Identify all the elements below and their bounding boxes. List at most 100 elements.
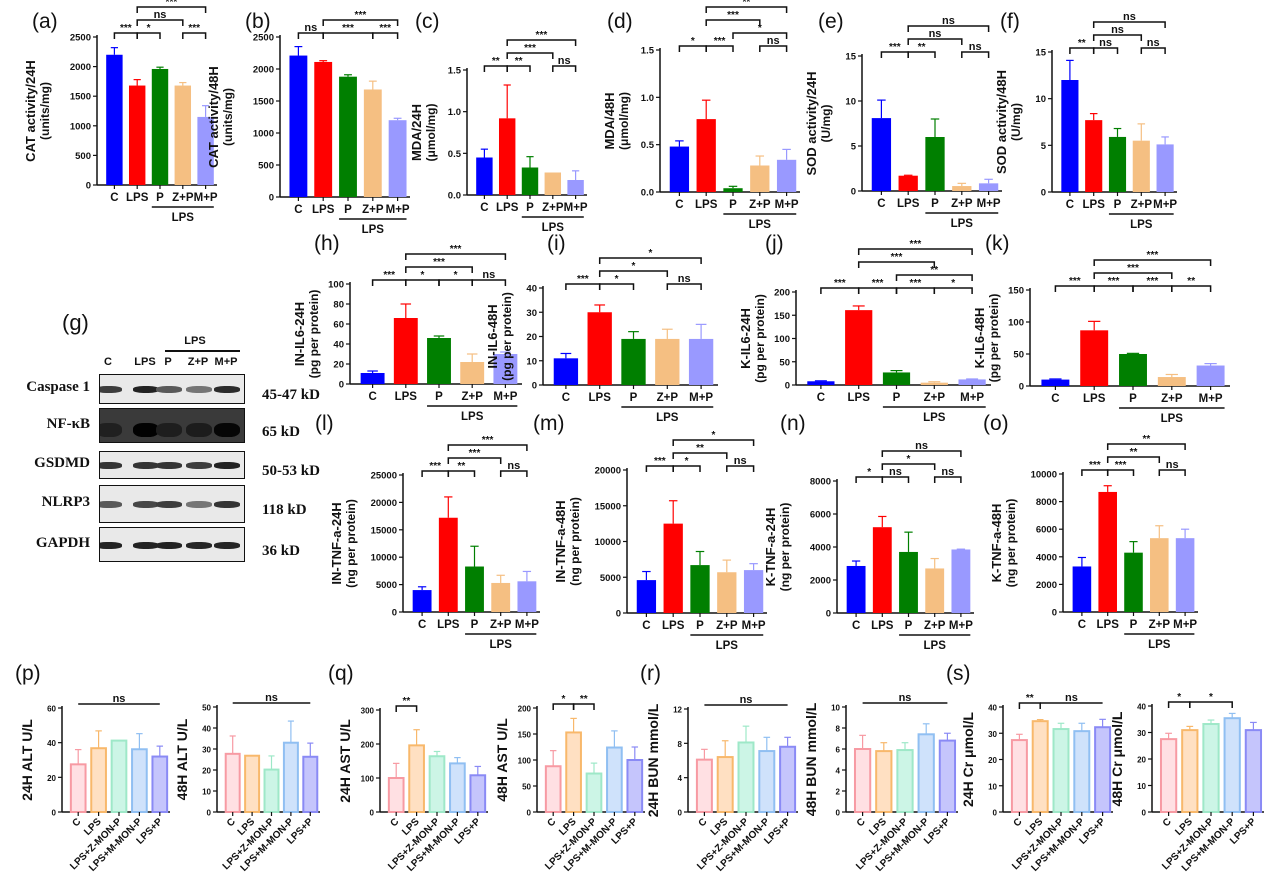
x-tick-label: C: [562, 392, 570, 404]
bar-M+P: [978, 183, 999, 191]
significance-bracket: [672, 439, 755, 446]
y-tick-label: 0: [678, 809, 683, 818]
y-tick-label: 2: [836, 788, 841, 797]
significance-label: **: [918, 42, 926, 53]
bar-Z+P: [1150, 538, 1169, 612]
y-tick-label: 0: [52, 809, 57, 818]
significance-bracket: [322, 19, 399, 26]
y-tick-label: 10: [831, 704, 840, 713]
x-tick-label: M+P: [689, 392, 713, 404]
significance-bracket: [1106, 456, 1161, 463]
blot-protein-label: NLRP3: [41, 494, 90, 510]
bar-LPS+Z-MON-P: [585, 772, 603, 814]
significance-label: **: [1026, 693, 1034, 704]
bar-C: [224, 752, 241, 814]
group-label: LPS: [656, 412, 679, 424]
x-tick-label: C: [225, 816, 238, 829]
y-tick-label: 15: [1035, 48, 1046, 59]
y-tick-label: 20000: [371, 498, 397, 509]
y-axis-sublabel: (pg per protein): [753, 294, 767, 383]
bar-P: [723, 188, 743, 192]
significance-bracket: [726, 465, 755, 472]
x-tick-label: P: [931, 198, 939, 210]
x-tick-label: Z+P: [924, 392, 946, 404]
panel-letter-a: (a): [32, 10, 58, 33]
y-axis-label: 24H AST U/L: [337, 719, 353, 803]
y-tick-label: 10000: [595, 537, 621, 548]
y-tick-label: 30: [1137, 729, 1146, 738]
y-tick-label: 60: [47, 705, 56, 714]
y-axis-sublabel: (pg per protein): [307, 290, 321, 379]
significance-label: ***: [910, 278, 922, 289]
significance-label: **: [696, 443, 704, 454]
blot-band: [100, 386, 122, 393]
group-label: LPS: [951, 218, 974, 230]
y-tick-label: 80: [333, 300, 344, 311]
x-tick-label: LPS: [395, 391, 418, 403]
bar-C: [544, 765, 562, 813]
significance-label: ns: [942, 15, 955, 27]
blot-group-line: [165, 350, 240, 352]
significance-label: **: [930, 265, 938, 276]
bar-P: [427, 338, 451, 384]
y-tick-label: 4: [678, 774, 683, 783]
blot-band: [186, 501, 212, 508]
y-axis-sublabel: (pg per protein): [987, 294, 1001, 383]
significance-label: ***: [379, 23, 391, 34]
significance-label: *: [1177, 692, 1181, 703]
chart-j: (j) 0 50 100 150 200 K-IL6-24H (pg per protein)…: [738, 232, 991, 424]
bar-C: [360, 373, 385, 384]
y-tick-label: 8: [836, 725, 841, 734]
x-tick-label: LPS: [662, 620, 685, 632]
chart-a: (a) 0 500 1000 1500 2000 2500 CAT activity/24H(…: [23, 0, 218, 224]
bar-M+P: [1156, 144, 1174, 192]
bar-M+P: [388, 120, 407, 197]
bar-LPS+P: [302, 755, 319, 814]
panel-letter-l: (l): [315, 412, 334, 435]
bar-LPS+M-MON-P: [758, 750, 776, 814]
significance-label: *: [758, 23, 762, 34]
significance-label: **: [515, 56, 523, 67]
significance-bracket: [572, 703, 595, 710]
y-axis-label: IN-IL6-24H: [292, 302, 307, 366]
bar-LPS: [1181, 729, 1199, 813]
blot-lane-label: LPS: [134, 356, 156, 368]
y-tick-label: 0: [527, 809, 532, 818]
chart-o: (o) 0 2000 4000 6000 8000 10000 K-TNF-a-48H (ng …: [983, 412, 1198, 651]
bar-LPS+M-MON-P: [606, 746, 623, 814]
bar-LPS+Z-MON-P: [896, 749, 914, 813]
significance-bracket: [1081, 469, 1109, 476]
significance-label: ns: [482, 269, 495, 281]
y-tick-label: 0: [1019, 382, 1024, 393]
y-tick-label: 5: [1041, 141, 1047, 152]
x-tick-label: C: [1066, 199, 1074, 211]
panel-letter-h: (h): [314, 232, 340, 255]
significance-label: **: [1078, 38, 1086, 49]
y-tick-label: 2000: [810, 576, 831, 587]
y-tick-label: 300: [361, 707, 375, 716]
bar-P: [339, 76, 357, 197]
chart-k: (k) 0 50 100 150 K-IL6-48H (pg per protein) C LP…: [972, 232, 1230, 425]
significance-bracket: [1140, 47, 1166, 54]
group-label: LPS: [362, 224, 385, 236]
y-tick-label: 1.5: [448, 66, 462, 77]
significance-label: ***: [469, 448, 481, 459]
significance-label: ***: [872, 278, 884, 289]
x-tick-label: M+P: [949, 620, 973, 632]
x-tick-label: C: [545, 816, 558, 829]
significance-label: ns: [915, 440, 928, 452]
y-tick-label: 0: [785, 381, 790, 392]
significance-label: ***: [120, 23, 132, 34]
y-tick-label: 40: [1137, 703, 1146, 712]
panel-letter-c: (c): [415, 10, 440, 33]
y-tick-label: 40: [47, 739, 56, 748]
blot-lane-label: C: [104, 356, 112, 368]
group-label: LPS: [923, 412, 946, 424]
y-tick-label: 0: [392, 608, 397, 619]
panel-letter-f: (f): [1000, 10, 1020, 33]
bar-LPS: [1085, 120, 1103, 192]
bar-P: [1124, 552, 1143, 612]
y-tick-label: 0: [616, 609, 621, 620]
